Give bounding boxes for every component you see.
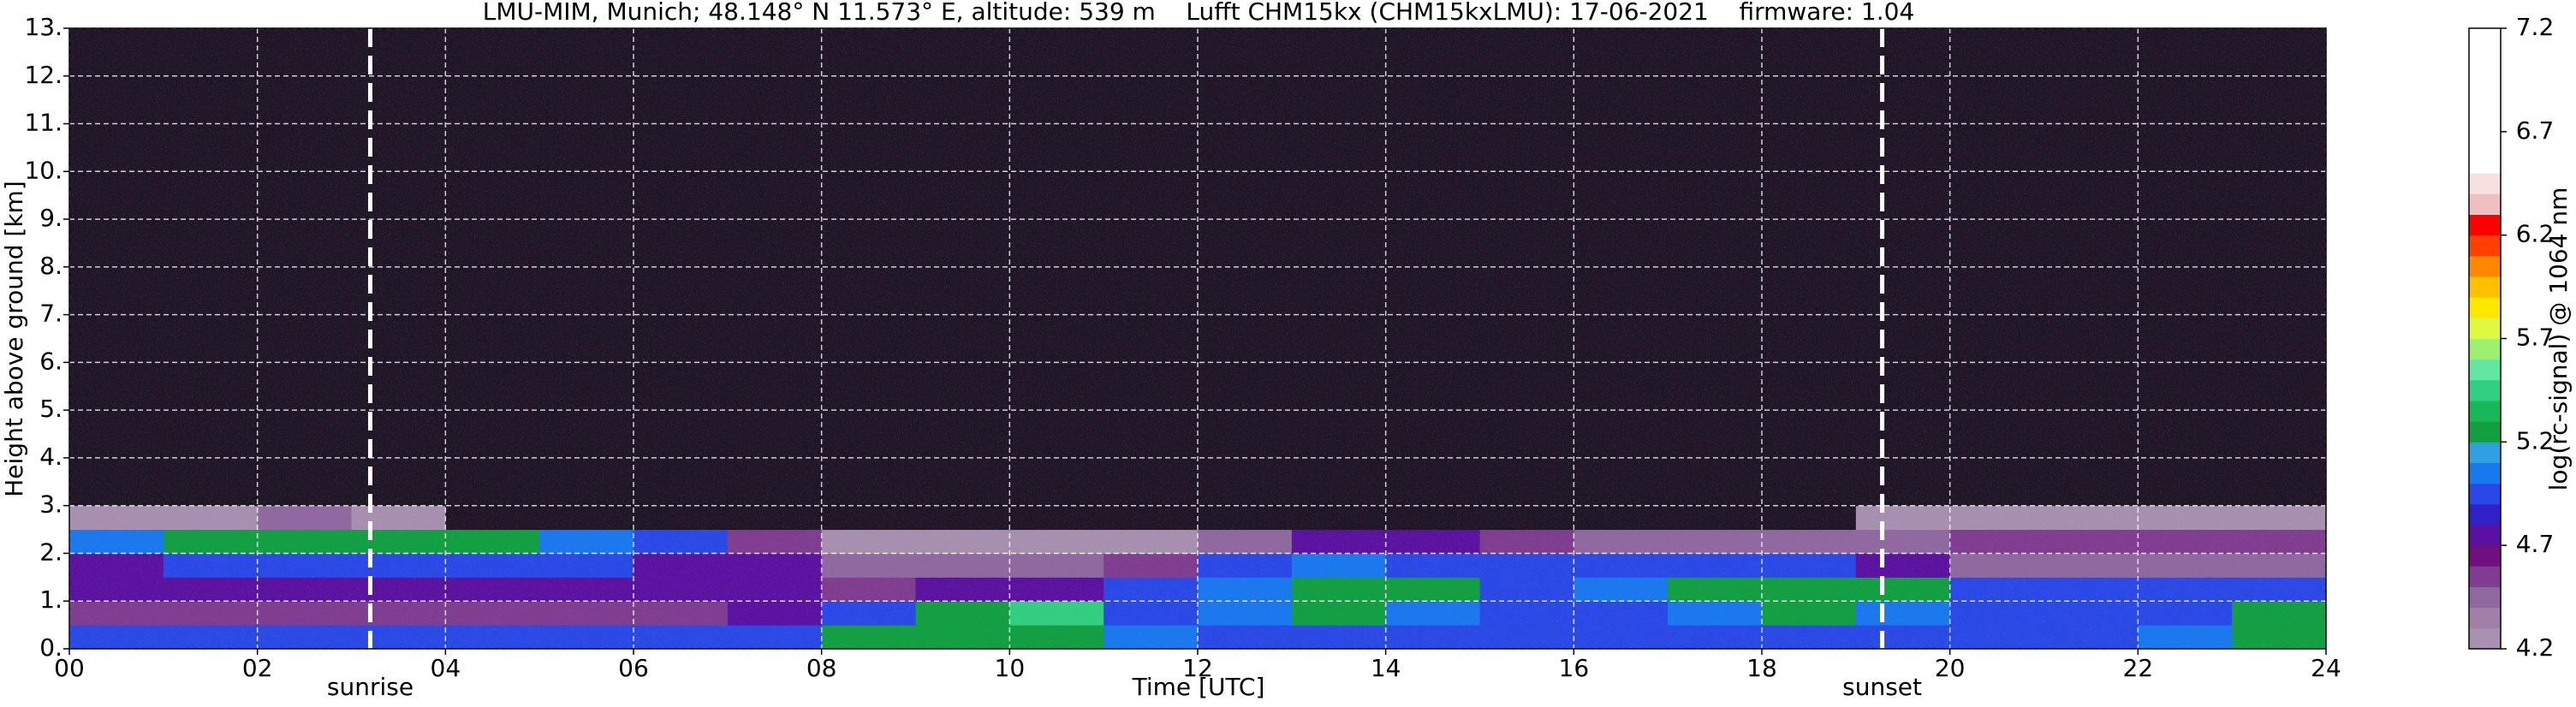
colorbar-segment	[2469, 173, 2501, 194]
y-tick-label: 10.	[24, 156, 62, 184]
x-tick-label: 24	[2311, 654, 2341, 682]
y-tick-label: 13.	[24, 13, 62, 41]
y-tick-label: 4.	[39, 443, 62, 471]
y-tick-label: 12.	[24, 61, 62, 89]
colorbar-segment	[2469, 297, 2501, 318]
colorbar-segment	[2469, 525, 2501, 546]
colorbar-tick-label: 6.2	[2516, 220, 2555, 248]
colorbar-segment	[2469, 586, 2501, 609]
y-tick-label: 9.	[39, 204, 62, 232]
x-tick-label: 06	[618, 654, 649, 682]
colorbar-segment	[2469, 401, 2501, 422]
colorbar-segment	[2469, 152, 2501, 174]
y-tick-label: 11.	[24, 109, 62, 137]
y-tick-label: 5.	[39, 395, 62, 423]
colorbar-segment	[2469, 379, 2501, 401]
colorbar-segment	[2469, 131, 2501, 153]
colorbar-segment	[2469, 276, 2501, 298]
event-label: sunset	[1842, 673, 1922, 701]
y-tick-label: 2.	[39, 538, 62, 566]
colorbar-label: log(rc-signal) @ 1064 nm	[2544, 187, 2573, 491]
colorbar-segment	[2469, 503, 2501, 526]
colorbar-segment	[2469, 545, 2501, 567]
x-tick-label: 08	[806, 654, 837, 682]
colorbar-segment	[2469, 338, 2501, 360]
colorbar-segment	[2469, 421, 2501, 443]
colorbar-tick-label: 7.2	[2516, 13, 2555, 41]
event-label: sunrise	[327, 673, 413, 701]
colorbar-segment	[2469, 214, 2501, 236]
colorbar-segment	[2469, 462, 2501, 484]
x-tick-label: 14	[1371, 654, 1401, 682]
colorbar-segment	[2469, 607, 2501, 629]
x-tick-label: 12	[1182, 654, 1213, 682]
colorbar-segment	[2469, 255, 2501, 277]
colorbar-segment	[2469, 566, 2501, 587]
colorbar-segment	[2469, 235, 2501, 257]
chart-title: LMU-MIM, Munich; 48.148° N 11.573° E, al…	[483, 0, 1915, 26]
colorbar-segment	[2469, 359, 2501, 381]
colorbar-tick-label: 5.7	[2516, 324, 2555, 352]
x-tick-label: 18	[1746, 654, 1777, 682]
y-tick-label: 6.	[39, 347, 62, 375]
colorbar-segment	[2469, 69, 2501, 91]
x-tick-label: 22	[2123, 654, 2154, 682]
y-tick-label: 7.	[39, 300, 62, 328]
plot-frame	[68, 27, 2327, 650]
colorbar-segment	[2469, 90, 2501, 112]
x-axis-label: Time [UTC]	[1132, 673, 1265, 701]
colorbar-segment	[2469, 28, 2501, 50]
x-tick-label: 00	[54, 654, 85, 682]
y-tick-label: 8.	[39, 252, 62, 280]
colorbar-segment	[2469, 442, 2501, 463]
colorbar-segment	[2469, 318, 2501, 339]
colorbar-segment	[2469, 627, 2501, 650]
x-tick-label: 10	[995, 654, 1026, 682]
y-tick-label: 3.	[39, 490, 62, 519]
colorbar-segment	[2469, 483, 2501, 505]
colorbar-segment	[2469, 193, 2501, 215]
colorbar-tick-label: 4.2	[2516, 633, 2555, 662]
x-tick-label: 02	[242, 654, 273, 682]
colorbar-tick-label: 5.2	[2516, 426, 2555, 454]
colorbar-segment	[2469, 110, 2501, 133]
colorbar-tick-label: 4.7	[2516, 530, 2555, 558]
colorbar-tick-label: 6.7	[2516, 116, 2555, 145]
y-tick-label: 0.	[39, 633, 62, 662]
x-tick-label: 16	[1559, 654, 1590, 682]
x-tick-label: 04	[431, 654, 461, 682]
colorbar-segment	[2469, 49, 2501, 70]
y-axis-label: Height above ground [km]	[0, 181, 28, 497]
y-tick-label: 1.	[39, 585, 62, 614]
x-tick-label: 20	[1935, 654, 1966, 682]
